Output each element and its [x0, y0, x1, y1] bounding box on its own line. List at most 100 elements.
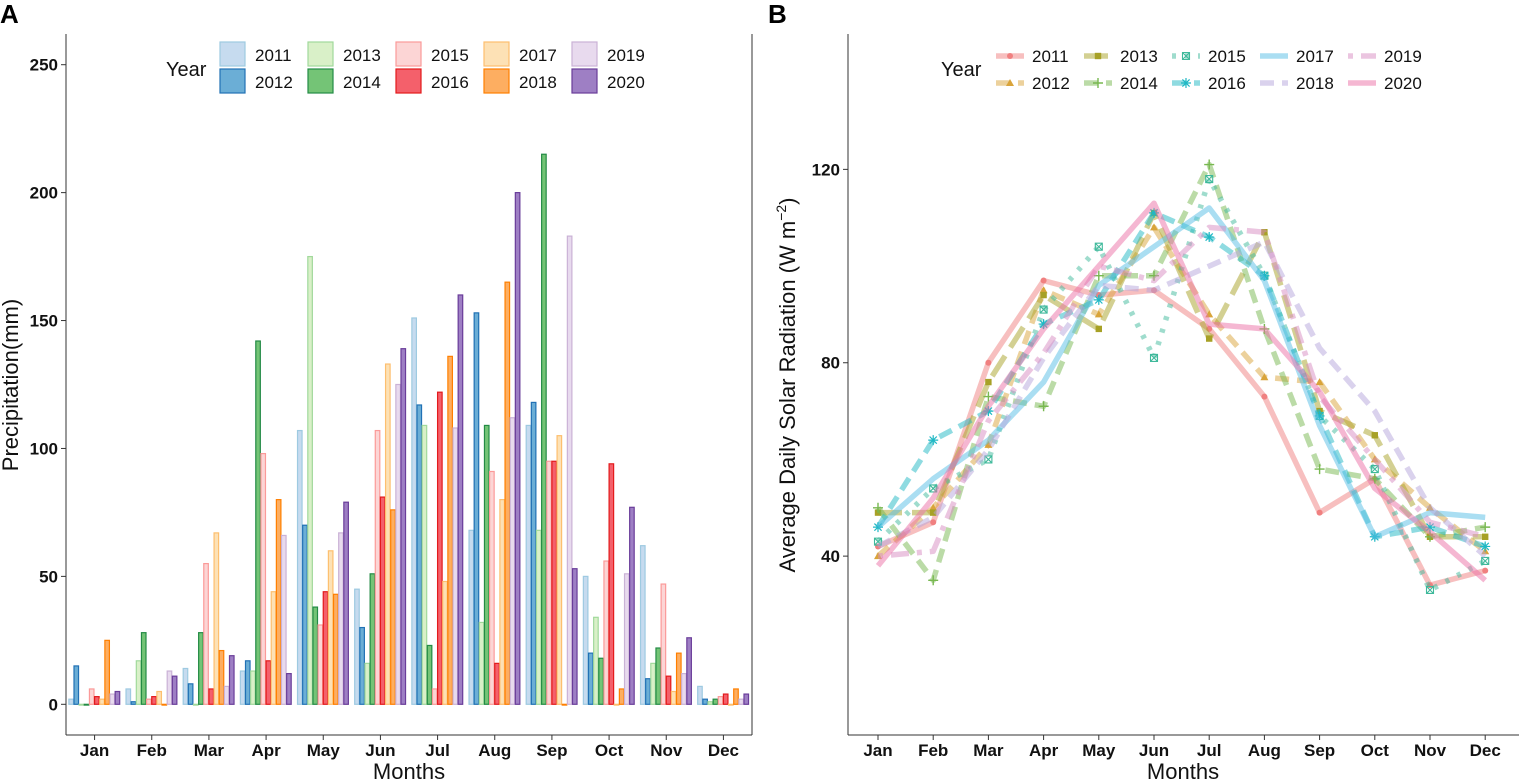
bar-2019-jun: [395, 383, 401, 705]
panel-b-legend-marker-2016: [1181, 78, 1191, 88]
panel-a-label: A: [0, 0, 19, 29]
panel-b-lines: [873, 159, 1491, 595]
bar-2011-jan: [68, 698, 75, 705]
point-2014-mar: [983, 391, 994, 402]
point-2013-feb: [930, 509, 937, 516]
bar-2015-jan: [88, 688, 95, 705]
panel-a-x-axis-title: Months: [373, 759, 445, 781]
panel-b-legend-label-2014: 2014: [1120, 74, 1158, 93]
panel-a-legend-key-2014: [307, 68, 334, 94]
bar-2012-jun: [359, 626, 365, 705]
point-2016-jul: [1204, 232, 1215, 243]
bar-2011-may: [296, 429, 303, 705]
panel-a-legend-label-2019: 2019: [607, 46, 645, 65]
series-2019: [877, 224, 1486, 559]
bar-2020-jan: [114, 690, 121, 705]
panel-a-legend: Year 2011 2012 2013 2014 2015 2016 2017 2018 201…: [166, 41, 645, 94]
bar-2013-jul: [421, 424, 428, 705]
panel-b-label: B: [768, 0, 787, 29]
bar-2015-may: [317, 624, 324, 705]
bar-2016-jan: [93, 696, 100, 705]
bar-2011-dec: [697, 685, 703, 705]
bar-2018-dec: [733, 688, 739, 705]
bar-2020-oct: [629, 506, 635, 705]
point-2014-jan: [873, 502, 883, 513]
panel-b-y-tick-label: 120: [812, 160, 840, 179]
bar-2019-nov: [681, 672, 687, 705]
point-2014-apr: [1038, 401, 1049, 412]
point-2015-mar: [984, 455, 993, 464]
panel-a-legend-key-2019: [571, 41, 598, 67]
bar-2018-aug: [504, 281, 511, 705]
bar-2017-may: [327, 550, 334, 705]
panel-a-y-ticks: 0 50 100 150 200 250: [30, 56, 66, 714]
point-2012-jun: [1150, 223, 1158, 231]
bar-2011-nov: [639, 545, 646, 705]
bar-2019-sep: [566, 235, 573, 705]
bar-2015-jun: [374, 429, 381, 705]
point-2016-apr: [1038, 319, 1049, 330]
panel-b-legend-label-2017: 2017: [1296, 47, 1334, 66]
bar-2017-nov: [670, 690, 677, 705]
panel-b-legend-label-2016: 2016: [1208, 74, 1246, 93]
bar-2018-oct: [618, 688, 625, 705]
bar-2015-sep: [546, 460, 552, 705]
bar-2019-mar: [223, 685, 230, 705]
bar-2016-nov: [665, 675, 672, 705]
panel-a-legend-label-2012: 2012: [255, 73, 293, 92]
point-2014-dec: [1480, 522, 1491, 533]
panel-b-y-tick-label: 80: [821, 354, 840, 373]
bar-2020-jun: [400, 348, 407, 705]
panel-b-y-ticks: 40 80 120: [812, 160, 848, 566]
panel-a-legend-key-2018: [483, 68, 510, 94]
bar-2012-dec: [702, 698, 708, 705]
point-2015-jul: [1205, 174, 1214, 184]
bar-2011-sep: [525, 424, 532, 705]
panel-a-x-tick-label: Mar: [194, 741, 225, 760]
panel-a-legend-key-2012: [219, 68, 246, 94]
bar-2014-jul: [426, 644, 433, 705]
bar-2019-oct: [623, 573, 630, 705]
bar-2020-mar: [228, 655, 235, 705]
point-2011-dec: [1482, 567, 1489, 574]
point-2016-sep: [1314, 410, 1325, 421]
bar-2013-feb: [135, 660, 142, 705]
bar-2020-apr: [286, 672, 292, 705]
bar-2018-may: [332, 593, 339, 705]
bar-2013-dec: [707, 701, 714, 705]
bar-2020-may: [343, 501, 349, 705]
bar-2012-nov: [645, 678, 651, 705]
panel-a-legend-label-2015: 2015: [431, 46, 469, 65]
bar-2020-dec: [743, 693, 750, 705]
panel-b-x-axis-title: Months: [1147, 759, 1219, 781]
panel-b-legend-title: Year: [941, 59, 982, 81]
bar-2019-dec: [738, 698, 744, 705]
series-2020: [875, 200, 1488, 583]
bar-2018-mar: [218, 649, 225, 705]
bar-2012-apr: [244, 660, 251, 705]
bar-2013-jun: [364, 662, 371, 705]
panel-b-x-tick-label: Feb: [918, 741, 948, 760]
bar-2013-sep: [535, 529, 542, 705]
bar-2012-sep: [530, 401, 537, 705]
panel-a-y-tick-label: 150: [30, 312, 58, 331]
bar-2013-mar: [192, 703, 199, 706]
bar-2018-jul: [447, 355, 454, 705]
bar-2013-aug: [478, 621, 485, 705]
bar-2018-nov: [675, 652, 682, 705]
panel-a-y-axis-title: Precipitation(mm): [0, 299, 23, 471]
panel-b-legend-marker-2015: [1181, 51, 1191, 61]
point-2013-jul: [1206, 335, 1213, 342]
bar-2014-oct: [598, 657, 604, 705]
bar-2018-feb: [161, 703, 168, 706]
series-2016: [873, 207, 1491, 552]
bar-2013-jan: [78, 703, 85, 706]
point-2011-aug: [1261, 393, 1268, 400]
panel-a-legend-label-2013: 2013: [343, 46, 381, 65]
bar-2020-jul: [457, 294, 464, 705]
panel-b-legend: Year 2011 2012 2013 2014 2015 2016 2017 2018 201…: [941, 47, 1422, 93]
bar-2014-feb: [140, 632, 147, 705]
point-2012-may: [1094, 310, 1103, 318]
panel-b-x-ticks: Jan Feb Mar Apr May Jun Jul Aug Sep Oct Nov Dec: [863, 735, 1501, 760]
